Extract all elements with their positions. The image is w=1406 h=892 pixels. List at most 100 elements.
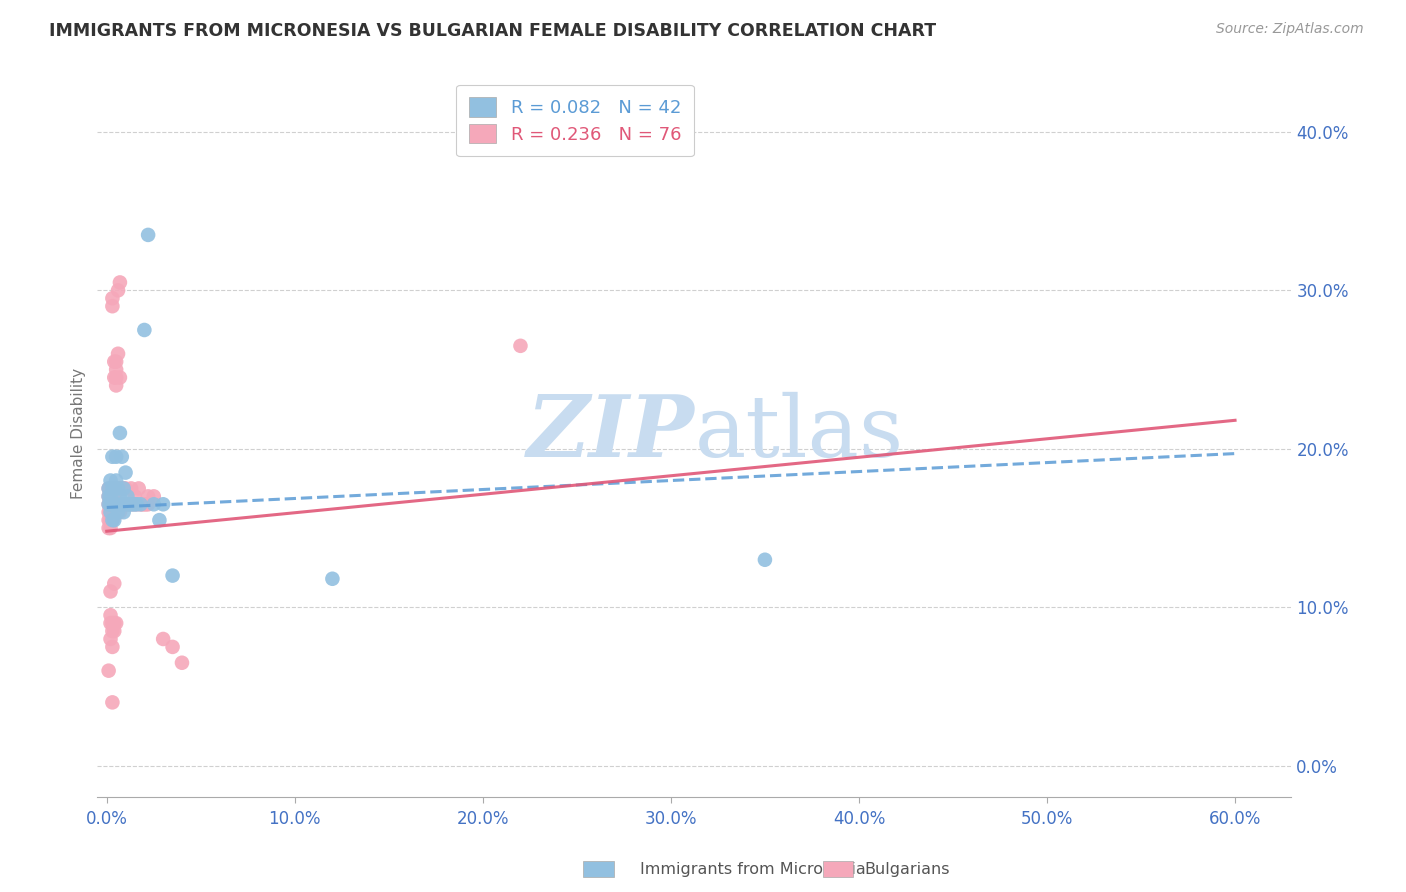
Y-axis label: Female Disability: Female Disability	[72, 368, 86, 499]
Point	[105, 450, 128, 464]
Point	[100, 632, 122, 646]
Legend: R = 0.082   N = 42, R = 0.236   N = 76: R = 0.082 N = 42, R = 0.236 N = 76	[457, 85, 693, 156]
Point	[321, 572, 343, 586]
Point	[101, 513, 124, 527]
Point	[105, 362, 128, 376]
Point	[111, 482, 134, 496]
Point	[112, 505, 135, 519]
Point	[100, 505, 122, 519]
Point	[134, 323, 156, 337]
Point	[97, 489, 120, 503]
Point	[100, 521, 122, 535]
Point	[97, 489, 120, 503]
Point	[100, 474, 122, 488]
Point	[103, 370, 125, 384]
Point	[100, 489, 122, 503]
Point	[108, 505, 131, 519]
Point	[122, 497, 145, 511]
Point	[112, 482, 135, 496]
Point	[107, 497, 129, 511]
Point	[101, 497, 124, 511]
Point	[103, 482, 125, 496]
Point	[107, 482, 129, 496]
Point	[114, 497, 136, 511]
Point	[100, 497, 122, 511]
Point	[103, 482, 125, 496]
Point	[152, 632, 174, 646]
Point	[105, 482, 128, 496]
Point	[509, 339, 531, 353]
Point	[100, 584, 122, 599]
Point	[103, 497, 125, 511]
Point	[101, 624, 124, 638]
Point	[125, 497, 148, 511]
Point	[125, 497, 148, 511]
Point	[152, 497, 174, 511]
Point	[136, 489, 159, 503]
Point	[103, 497, 125, 511]
Point	[101, 695, 124, 709]
Point	[120, 482, 142, 496]
Point	[101, 489, 124, 503]
Point	[103, 513, 125, 527]
Point	[101, 616, 124, 631]
Point	[108, 497, 131, 511]
Point	[108, 276, 131, 290]
Point	[100, 505, 122, 519]
Point	[97, 482, 120, 496]
Point	[97, 513, 120, 527]
Point	[100, 489, 122, 503]
Point	[136, 227, 159, 242]
Point	[97, 505, 120, 519]
Point	[134, 497, 156, 511]
Point	[100, 482, 122, 496]
Point	[170, 656, 193, 670]
Point	[103, 576, 125, 591]
Point	[107, 482, 129, 496]
Point	[111, 497, 134, 511]
Point	[108, 489, 131, 503]
Point	[97, 482, 120, 496]
Point	[103, 624, 125, 638]
Point	[131, 497, 153, 511]
Point	[101, 450, 124, 464]
Point	[128, 482, 150, 496]
Point	[101, 482, 124, 496]
Point	[97, 521, 120, 535]
Point	[97, 497, 120, 511]
Point	[754, 553, 776, 567]
Point	[135, 497, 157, 511]
Point	[162, 568, 184, 582]
Point	[101, 291, 124, 305]
Point	[103, 616, 125, 631]
Point	[124, 497, 146, 511]
Point	[124, 489, 146, 503]
Point	[97, 497, 120, 511]
Point	[117, 489, 139, 503]
Point	[142, 497, 165, 511]
Point	[118, 497, 141, 511]
Point	[114, 466, 136, 480]
Point	[105, 616, 128, 631]
Point	[120, 497, 142, 511]
Text: atlas: atlas	[695, 392, 904, 475]
Point	[108, 482, 131, 496]
Point	[118, 497, 141, 511]
Point	[105, 497, 128, 511]
Point	[101, 299, 124, 313]
Point	[108, 370, 131, 384]
Point	[114, 482, 136, 496]
Point	[105, 354, 128, 368]
Text: Immigrants from Micronesia: Immigrants from Micronesia	[640, 863, 866, 877]
Point	[100, 497, 122, 511]
Point	[103, 489, 125, 503]
Point	[107, 505, 129, 519]
Point	[101, 513, 124, 527]
Point	[101, 497, 124, 511]
Point	[111, 450, 134, 464]
Point	[105, 474, 128, 488]
Point	[100, 616, 122, 631]
Point	[112, 482, 135, 496]
Point	[105, 370, 128, 384]
Point	[107, 482, 129, 496]
